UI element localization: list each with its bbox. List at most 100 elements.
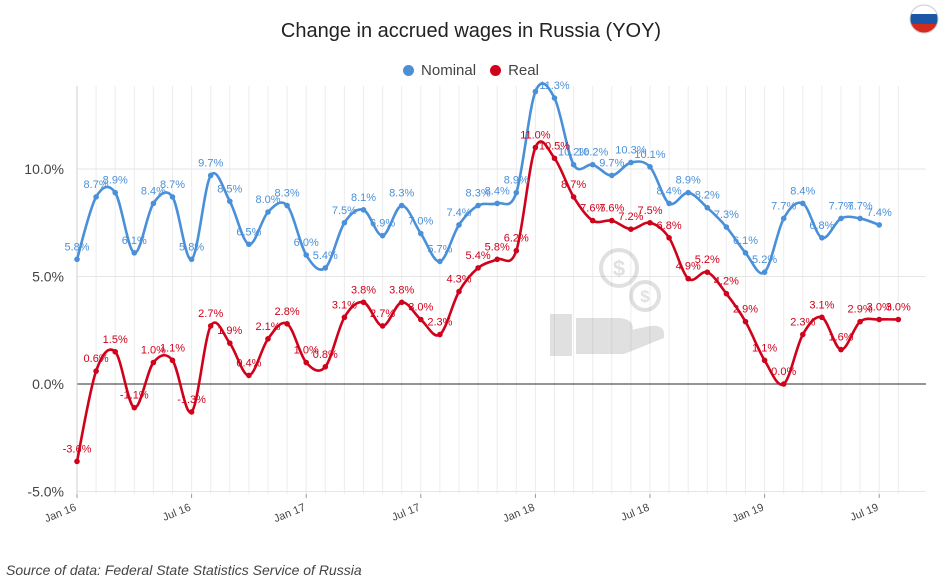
grid-layer xyxy=(76,86,926,494)
data-label-real: 11.0% xyxy=(520,130,551,142)
data-point-real xyxy=(628,226,634,232)
data-point-nominal xyxy=(666,200,672,207)
svg-text:$: $ xyxy=(613,256,625,281)
y-tick-label: 10.0% xyxy=(24,161,64,177)
data-point-real xyxy=(418,316,424,323)
data-point-real xyxy=(475,265,481,271)
data-label-real: 4.9% xyxy=(676,261,701,273)
data-label-real: 3.0% xyxy=(408,302,433,314)
legend-item-nominal[interactable]: Nominal xyxy=(403,62,476,79)
data-point-real xyxy=(780,381,787,387)
data-label-nominal: 8.7% xyxy=(84,179,109,191)
data-label-real: 3.1% xyxy=(332,299,357,311)
series-line-real xyxy=(75,140,899,462)
data-label-nominal: 6.0% xyxy=(294,237,319,249)
data-point-real xyxy=(761,357,768,364)
data-point-nominal xyxy=(360,207,367,213)
data-point-nominal xyxy=(437,258,443,265)
data-label-nominal: 8.3% xyxy=(275,188,300,200)
data-point-nominal xyxy=(284,202,290,209)
data-point-real xyxy=(857,318,863,325)
data-point-real xyxy=(742,318,749,325)
data-point-nominal xyxy=(418,230,424,237)
data-label-nominal: 11.3% xyxy=(539,80,570,92)
data-point-real xyxy=(227,340,233,346)
data-point-nominal xyxy=(341,219,348,226)
data-label-nominal: 8.4% xyxy=(790,185,815,197)
data-label-real: -1.3% xyxy=(177,394,206,406)
data-point-nominal xyxy=(800,200,806,207)
data-point-nominal xyxy=(513,189,520,196)
data-label-nominal: 8.4% xyxy=(141,185,166,197)
data-label-nominal: 8.7% xyxy=(160,179,185,191)
data-point-nominal xyxy=(589,161,596,168)
data-point-nominal xyxy=(780,215,787,222)
data-label-nominal: 6.1% xyxy=(122,235,147,247)
data-point-nominal xyxy=(169,194,176,200)
x-tick-label: Jul 19 xyxy=(849,502,881,524)
y-tick-label: 0.0% xyxy=(32,376,64,392)
data-point-real xyxy=(131,404,138,411)
data-label-real: 1.9% xyxy=(217,325,242,337)
legend-item-real[interactable]: Real xyxy=(490,62,539,79)
data-label-nominal: 7.7% xyxy=(828,200,853,212)
data-label-nominal: 5.7% xyxy=(427,243,452,255)
data-point-real xyxy=(246,372,252,379)
legend-label-real: Real xyxy=(508,62,539,79)
data-point-real xyxy=(838,346,844,353)
data-label-nominal: 8.4% xyxy=(485,185,510,197)
data-point-nominal xyxy=(303,252,310,258)
data-label-nominal: 6.5% xyxy=(236,226,261,238)
data-label-real: -1.1% xyxy=(120,390,149,402)
data-label-real: 2.9% xyxy=(848,304,873,316)
data-label-real: 1.1% xyxy=(160,342,185,354)
data-label-nominal: 8.2% xyxy=(695,190,720,202)
data-point-real xyxy=(265,336,271,342)
data-label-nominal: 5.4% xyxy=(313,250,338,262)
data-point-real xyxy=(169,357,176,364)
data-point-real xyxy=(74,458,80,465)
data-label-real: 3.0% xyxy=(886,302,911,314)
russia-flag-icon xyxy=(909,4,939,34)
x-tick-label: Jan 17 xyxy=(272,502,307,525)
data-point-nominal xyxy=(322,265,329,271)
data-point-real xyxy=(895,316,902,323)
data-point-real xyxy=(876,316,882,323)
data-label-nominal: 10.3% xyxy=(615,145,646,157)
hand-coins-icon: $ $ xyxy=(550,248,665,356)
data-label-real: 2.3% xyxy=(790,317,815,329)
data-point-nominal xyxy=(227,198,233,205)
data-point-real xyxy=(341,314,348,321)
legend-label-nominal: Nominal xyxy=(421,62,477,79)
legend-swatch-nominal xyxy=(403,65,415,76)
data-label-nominal: 10.2% xyxy=(577,147,608,159)
data-label-real: 2.3% xyxy=(427,317,452,329)
series-layer xyxy=(74,82,902,465)
data-point-nominal xyxy=(609,172,615,179)
data-point-nominal xyxy=(857,215,863,222)
data-point-nominal xyxy=(93,194,99,200)
data-label-nominal: 9.7% xyxy=(198,157,223,169)
y-tick-label: 5.0% xyxy=(32,269,64,285)
data-label-nominal: 8.9% xyxy=(103,175,128,187)
data-point-real xyxy=(303,359,310,366)
data-point-nominal xyxy=(628,159,634,166)
data-label-real: 6.8% xyxy=(657,220,682,232)
data-label-nominal: 7.0% xyxy=(408,216,433,228)
data-point-real xyxy=(800,331,806,338)
data-point-nominal xyxy=(742,250,749,256)
data-label-real: 10.5% xyxy=(539,140,570,152)
data-label-real: 2.8% xyxy=(275,306,300,318)
data-point-real xyxy=(513,247,520,254)
data-point-real xyxy=(456,288,462,295)
data-point-real xyxy=(379,323,386,329)
data-label-nominal: 8.1% xyxy=(351,192,376,204)
data-label-real: 4.3% xyxy=(446,274,471,286)
data-label-real: 7.2% xyxy=(618,211,643,223)
data-point-real xyxy=(819,314,825,321)
data-point-real xyxy=(685,275,691,282)
data-label-nominal: 7.5% xyxy=(332,205,357,217)
data-point-real xyxy=(207,323,214,329)
data-point-real xyxy=(150,359,157,366)
data-point-nominal xyxy=(475,202,481,209)
